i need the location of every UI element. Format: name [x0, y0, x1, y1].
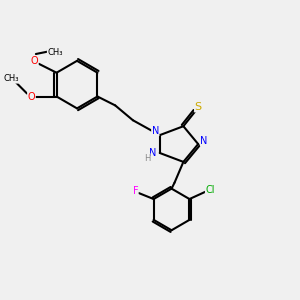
Text: S: S	[195, 102, 202, 112]
Text: O: O	[28, 92, 35, 101]
Text: H: H	[144, 154, 150, 163]
Text: CH₃: CH₃	[47, 48, 63, 57]
Text: N: N	[152, 126, 159, 136]
Text: N: N	[200, 136, 208, 146]
Text: CH₃: CH₃	[3, 74, 19, 83]
Text: Cl: Cl	[206, 185, 215, 195]
Text: F: F	[133, 186, 138, 196]
Text: O: O	[31, 56, 38, 66]
Text: N: N	[149, 148, 156, 158]
